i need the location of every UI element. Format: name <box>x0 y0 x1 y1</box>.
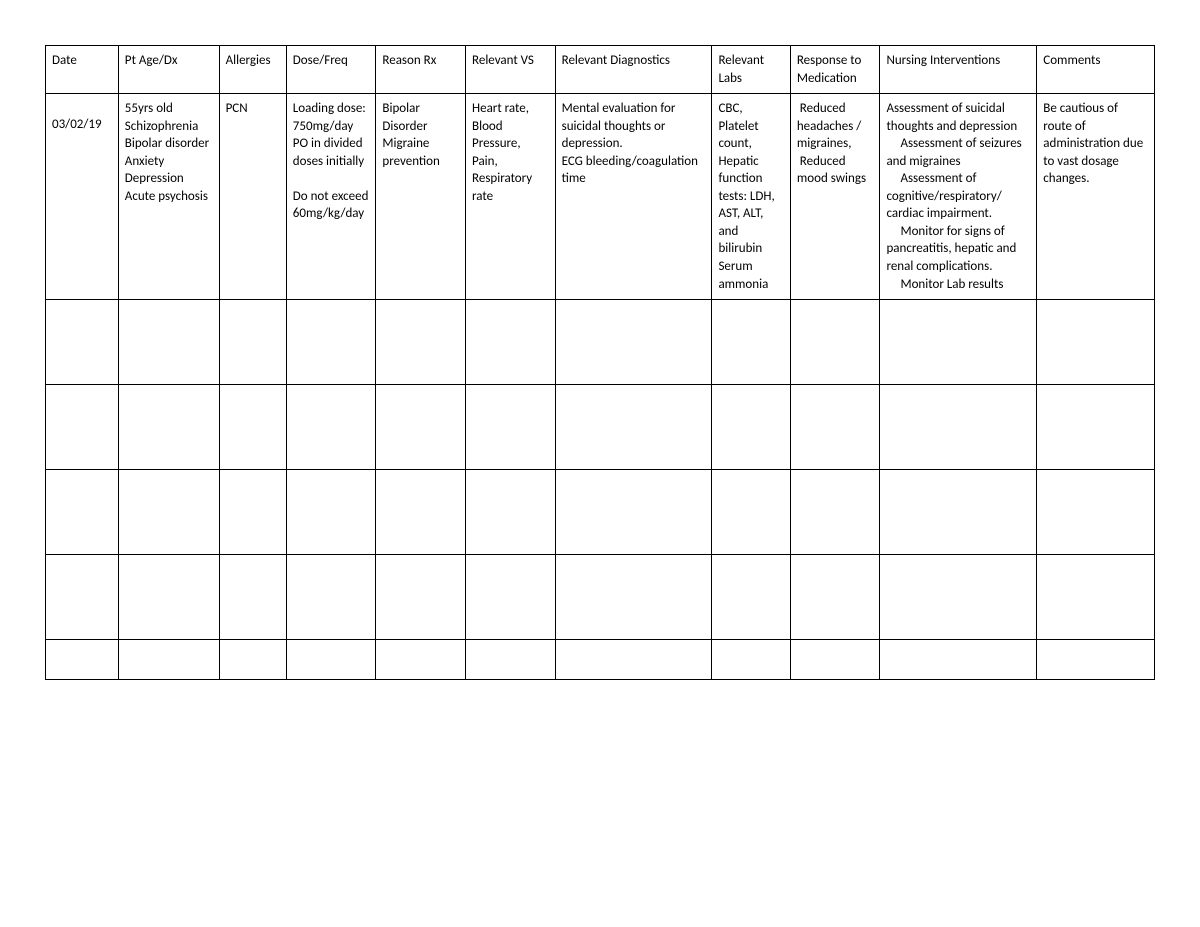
empty-cell <box>466 640 556 680</box>
empty-cell <box>1037 385 1155 470</box>
empty-cell <box>712 640 790 680</box>
empty-cell <box>376 385 466 470</box>
empty-cell <box>376 300 466 385</box>
empty-cell <box>219 300 286 385</box>
col-header-ptage: Pt Age/Dx <box>118 46 219 94</box>
empty-cell <box>118 385 219 470</box>
empty-cell <box>790 555 880 640</box>
empty-cell <box>880 470 1037 555</box>
empty-cell <box>555 470 712 555</box>
data-row-1: 03/02/19 55yrs old Schizophrenia Bipolar… <box>46 94 1155 300</box>
cell-vs: Heart rate, Blood Pressure, Pain, Respir… <box>466 94 556 300</box>
empty-cell <box>880 555 1037 640</box>
empty-cell <box>790 470 880 555</box>
empty-row-2 <box>46 385 1155 470</box>
empty-cell <box>1037 640 1155 680</box>
empty-row-5 <box>46 640 1155 680</box>
cell-date: 03/02/19 <box>46 94 119 300</box>
empty-cell <box>46 300 119 385</box>
empty-cell <box>219 470 286 555</box>
col-header-diag: Relevant Diagnostics <box>555 46 712 94</box>
empty-cell <box>712 470 790 555</box>
empty-cell <box>555 555 712 640</box>
empty-cell <box>466 470 556 555</box>
empty-cell <box>219 555 286 640</box>
empty-cell <box>118 300 219 385</box>
empty-cell <box>880 640 1037 680</box>
empty-cell <box>286 640 376 680</box>
nursing-item-1: Assessment of suicidal thoughts and depr… <box>886 100 1030 135</box>
empty-cell <box>712 385 790 470</box>
medication-table: Date Pt Age/Dx Allergies Dose/Freq Reaso… <box>45 45 1155 680</box>
empty-cell <box>46 385 119 470</box>
empty-row-3 <box>46 470 1155 555</box>
empty-cell <box>555 640 712 680</box>
col-header-reason: Reason Rx <box>376 46 466 94</box>
empty-row-1 <box>46 300 1155 385</box>
empty-cell <box>880 300 1037 385</box>
cell-diag: Mental evaluation for suicidal thoughts … <box>555 94 712 300</box>
empty-cell <box>466 300 556 385</box>
cell-comments: Be cautious of route of administration d… <box>1037 94 1155 300</box>
empty-cell <box>286 555 376 640</box>
cell-response: Reduced headaches / migraines, Reduced m… <box>790 94 880 300</box>
empty-cell <box>1037 470 1155 555</box>
nursing-item-2: Assessment of seizures and migraines <box>886 135 1030 170</box>
empty-cell <box>286 385 376 470</box>
empty-cell <box>1037 300 1155 385</box>
cell-dose: Loading dose: 750mg/day PO in divided do… <box>286 94 376 300</box>
cell-reason: Bipolar Disorder Migraine prevention <box>376 94 466 300</box>
empty-cell <box>790 385 880 470</box>
col-header-vs: Relevant VS <box>466 46 556 94</box>
empty-cell <box>286 470 376 555</box>
empty-cell <box>286 300 376 385</box>
empty-cell <box>466 555 556 640</box>
col-header-nursing: Nursing Interventions <box>880 46 1037 94</box>
nursing-item-4: cardiac impairment. <box>886 205 1030 223</box>
cell-ptage: 55yrs old Schizophrenia Bipolar disorder… <box>118 94 219 300</box>
empty-cell <box>46 640 119 680</box>
col-header-labs: Relevant Labs <box>712 46 790 94</box>
empty-cell <box>219 640 286 680</box>
cell-nursing: Assessment of suicidal thoughts and depr… <box>880 94 1037 300</box>
empty-cell <box>376 555 466 640</box>
cell-allergies: PCN <box>219 94 286 300</box>
empty-cell <box>118 555 219 640</box>
nursing-item-3: Assessment of cognitive/respiratory/ <box>886 170 1030 205</box>
empty-cell <box>880 385 1037 470</box>
col-header-comments: Comments <box>1037 46 1155 94</box>
nursing-item-5: Monitor for signs of pancreatitis, hepat… <box>886 223 1030 276</box>
empty-cell <box>466 385 556 470</box>
nursing-item-6: Monitor Lab results <box>886 276 1030 294</box>
empty-cell <box>712 555 790 640</box>
empty-cell <box>376 640 466 680</box>
empty-cell <box>118 470 219 555</box>
empty-cell <box>555 300 712 385</box>
empty-cell <box>219 385 286 470</box>
header-row: Date Pt Age/Dx Allergies Dose/Freq Reaso… <box>46 46 1155 94</box>
empty-cell <box>712 300 790 385</box>
cell-labs: CBC, Platelet count, Hepatic function te… <box>712 94 790 300</box>
empty-cell <box>555 385 712 470</box>
col-header-allergies: Allergies <box>219 46 286 94</box>
empty-cell <box>118 640 219 680</box>
empty-cell <box>1037 555 1155 640</box>
empty-row-4 <box>46 555 1155 640</box>
empty-cell <box>46 470 119 555</box>
col-header-response: Response to Medication <box>790 46 880 94</box>
empty-cell <box>376 470 466 555</box>
empty-cell <box>790 640 880 680</box>
col-header-dose: Dose/Freq <box>286 46 376 94</box>
empty-cell <box>790 300 880 385</box>
col-header-date: Date <box>46 46 119 94</box>
empty-cell <box>46 555 119 640</box>
